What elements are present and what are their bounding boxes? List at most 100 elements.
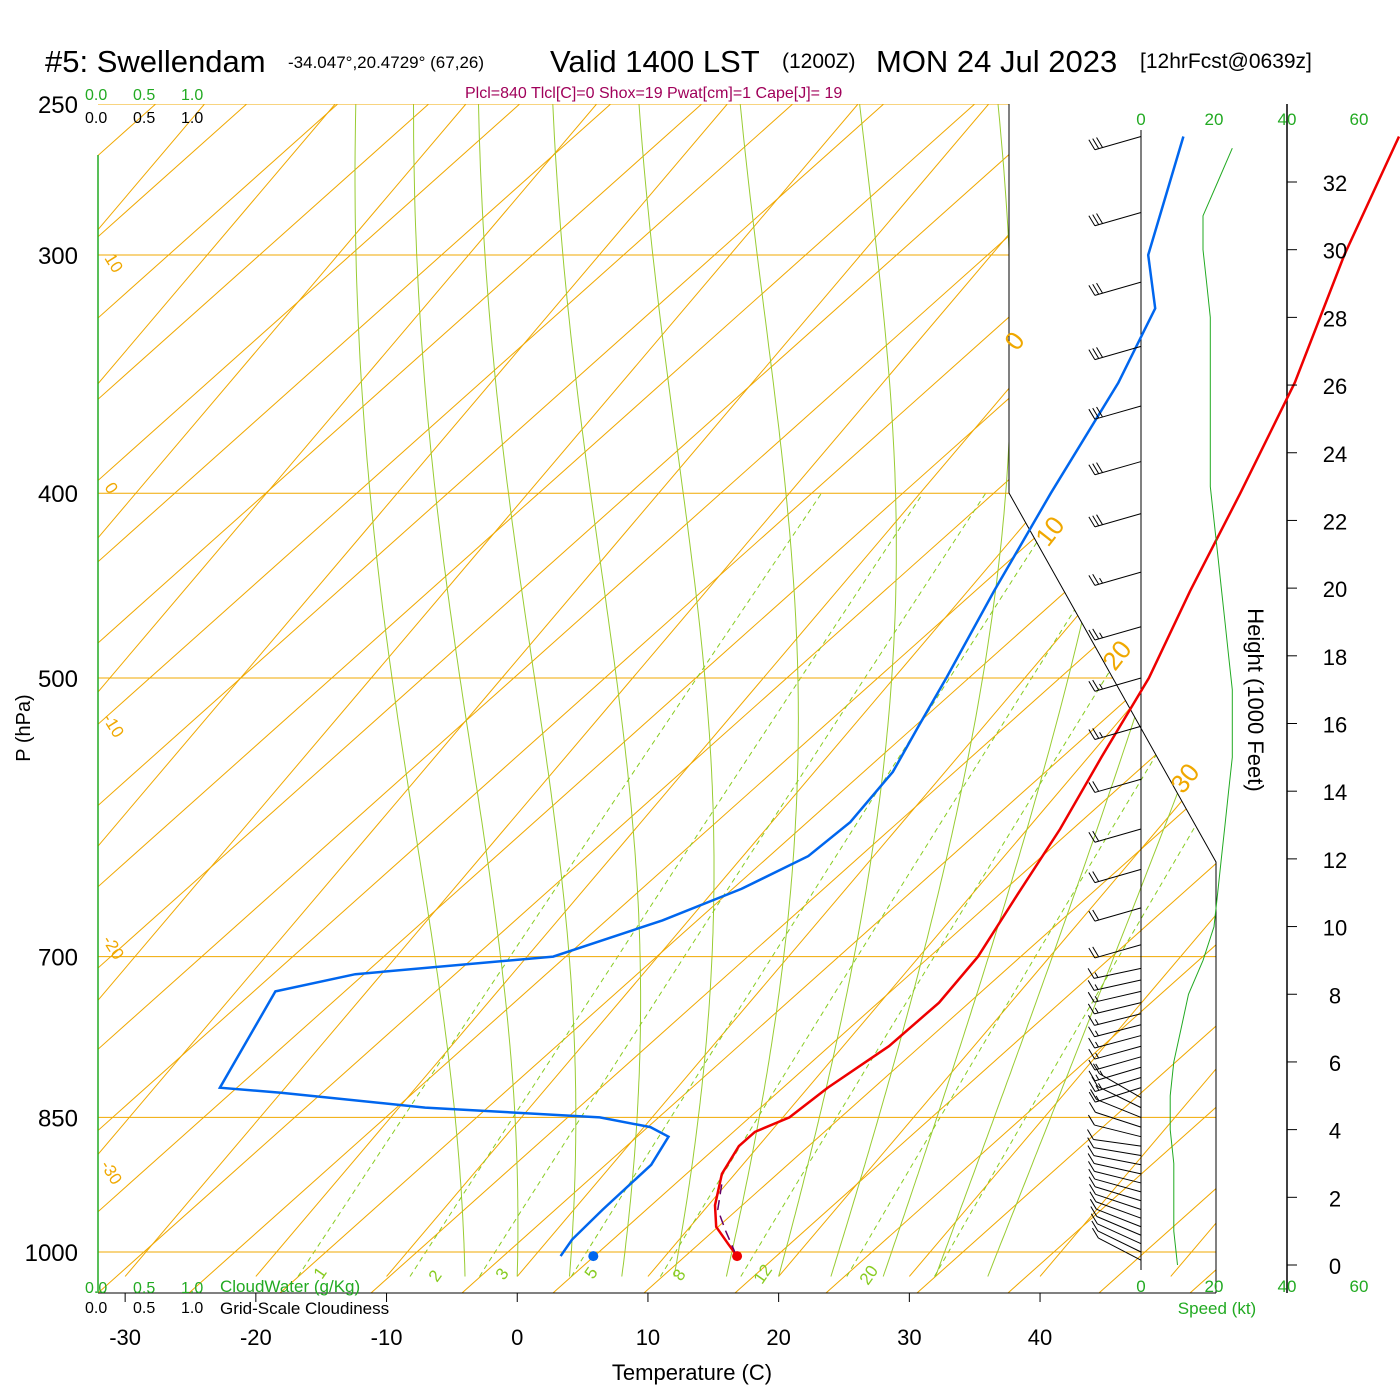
wind-barb — [1087, 967, 1142, 979]
wind-barb — [1088, 1045, 1142, 1060]
wind-barb — [1088, 828, 1142, 843]
wind-barb-flag — [1099, 1070, 1104, 1076]
x-tick-label: 10 — [636, 1325, 660, 1350]
dewpoint-line — [217, 136, 1185, 1257]
diagram-boundary — [1008, 104, 1217, 1293]
wind-barb-flag — [1099, 632, 1103, 639]
dry-adiabat — [1281, 104, 1400, 1293]
wind-barb-flag — [1089, 1198, 1097, 1210]
cloud-scale-label: 0.0 — [85, 1280, 107, 1297]
wind-barb-shaft — [1095, 1111, 1142, 1128]
dry-adiabat — [98, 104, 976, 1293]
dry-adiabat — [825, 104, 1216, 1293]
wind-barb-flag — [1088, 215, 1096, 226]
wind-barb-shaft — [1093, 1138, 1142, 1147]
wind-barb-shaft — [1098, 1237, 1142, 1261]
moist-adiabat — [725, 104, 799, 1277]
wind-barb-shaft — [1094, 828, 1142, 843]
wind-barb-flag — [1092, 728, 1100, 739]
wind-barb — [1088, 1024, 1142, 1038]
isotherm — [1039, 104, 1216, 1277]
wind-barb-flag — [1092, 946, 1100, 958]
wind-barb-flag — [1094, 1007, 1099, 1014]
dry-adiabat — [1007, 104, 1216, 1293]
cloud-scale-label: 0.0 — [85, 1300, 107, 1317]
pressure-label: 500 — [38, 666, 78, 693]
wind-barb-flag — [1087, 1015, 1095, 1026]
x-tick-label: 20 — [766, 1325, 790, 1350]
dry-adiabat — [98, 104, 1216, 1293]
wind-barb — [1091, 1227, 1142, 1261]
wind-barb-shaft — [1094, 1178, 1142, 1193]
cloud-scale-label: 1.0 — [181, 1280, 203, 1297]
moist-adiabat — [413, 104, 519, 1277]
height-axis-label: Height (1000 Feet) — [1243, 608, 1268, 791]
isotherm — [516, 104, 1216, 1277]
wind-barb-shaft — [1094, 1002, 1142, 1015]
wind-barb-flag — [1088, 464, 1096, 476]
cloud-scale-label: 0.0 — [85, 87, 107, 104]
dry-adiabat — [98, 104, 703, 1293]
wind-barb-flag — [1087, 1161, 1095, 1172]
wind-barb-flag — [1088, 1026, 1095, 1038]
wind-barb-flag — [1090, 1213, 1098, 1225]
wind-barb — [1088, 1035, 1142, 1049]
cloud-scale-label: 1.0 — [181, 1300, 203, 1317]
wind-barb-flag — [1093, 1063, 1100, 1074]
isotherm-label: -10 — [99, 710, 128, 741]
mixing-ratio-label: 3 — [492, 1265, 513, 1284]
speed-tick-bottom: 20 — [1205, 1277, 1224, 1296]
wind-barb-flag — [1092, 871, 1100, 882]
speed-tick-top: 20 — [1205, 110, 1224, 129]
wind-barb — [1087, 1002, 1142, 1015]
moist-adiabat — [354, 104, 466, 1277]
wind-barb-shaft — [1095, 1087, 1142, 1103]
x-tick-label: 40 — [1028, 1325, 1052, 1350]
wind-barb — [1088, 1056, 1142, 1071]
pressure-label: 1000 — [25, 1240, 78, 1267]
wind-barb-flag — [1094, 984, 1099, 990]
wind-barb-shaft — [1094, 513, 1142, 528]
wind-barb-flag — [1087, 1145, 1095, 1156]
wind-barb-flag — [1088, 1168, 1096, 1180]
wind-barb — [1088, 725, 1142, 740]
wind-barb-shaft — [1096, 1098, 1142, 1118]
pressure-label: 400 — [38, 481, 78, 508]
wind-barb-shaft — [1093, 967, 1142, 979]
isotherm-label: 0 — [101, 479, 122, 497]
cloud-scale-label: 0.5 — [133, 110, 155, 127]
mixing-ratio-line — [297, 492, 822, 1277]
height-tick-label: 28 — [1323, 306, 1347, 331]
wind-barb-shaft — [1094, 1045, 1142, 1060]
wind-barb — [1088, 513, 1142, 528]
wind-barb-shaft — [1094, 979, 1142, 991]
speed-tick-top: 40 — [1278, 110, 1297, 129]
dry-adiabat — [188, 104, 1216, 1293]
wind-barb-shaft — [1093, 1147, 1142, 1156]
wind-barb-flag — [1092, 284, 1100, 295]
pressure-label: 850 — [38, 1105, 78, 1132]
moist-adiabat — [830, 104, 1012, 1277]
wind-barb — [1089, 1184, 1142, 1210]
wind-barb — [1088, 907, 1142, 922]
wind-barb-shaft — [1094, 1013, 1142, 1026]
isotherm — [98, 104, 597, 1277]
wind-barb-flag — [1091, 1076, 1099, 1087]
dry-adiabat — [98, 104, 430, 1293]
cloud-scale-label: 1.0 — [181, 110, 203, 127]
wind-barb — [1088, 677, 1142, 692]
wind-barb — [1088, 1176, 1142, 1202]
mixing-ratio-line — [659, 492, 1149, 1277]
dry-adiabat — [98, 104, 339, 1293]
wind-barb-flag — [1091, 1227, 1099, 1239]
wind-barb — [1087, 1114, 1142, 1138]
moist-adiabat — [638, 104, 715, 1277]
wind-barb-flag — [1088, 729, 1096, 740]
wind-barb-shaft — [1094, 990, 1142, 1003]
mixing-ratio-label: 8 — [669, 1266, 690, 1285]
wind-barb-shaft — [1097, 1230, 1142, 1253]
x-tick-label: -30 — [109, 1325, 141, 1350]
surface-temperature-marker — [732, 1251, 743, 1262]
wind-barb-flag — [1092, 214, 1100, 225]
